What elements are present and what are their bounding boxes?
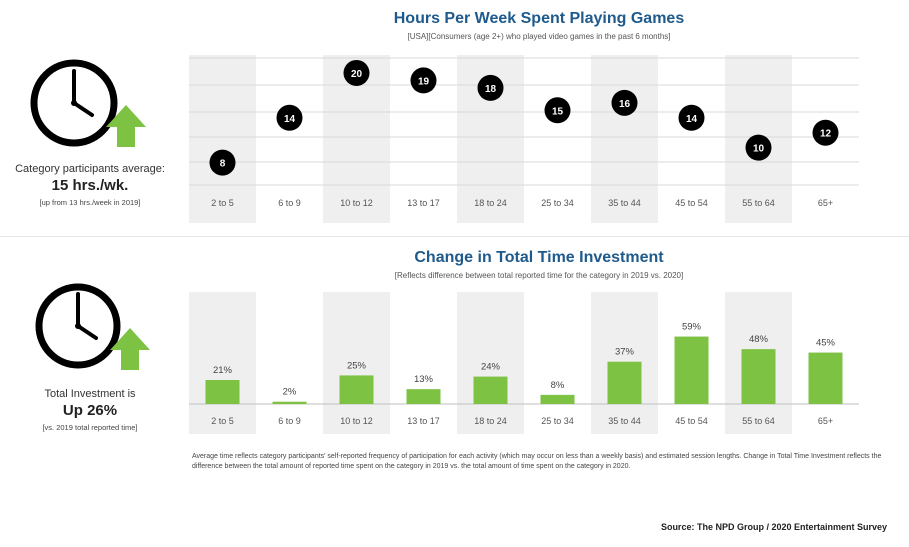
x-tick-label: 55 to 64 <box>742 198 775 208</box>
x-tick-label: 65+ <box>818 198 833 208</box>
bar-value-label: 2% <box>283 387 297 398</box>
data-label: 14 <box>686 114 698 125</box>
x-tick-label: 18 to 24 <box>474 198 507 208</box>
data-label: 18 <box>485 84 497 95</box>
data-label: 14 <box>284 114 296 125</box>
avg-hours-panel: Category participants average: 15 hrs./w… <box>0 163 180 207</box>
x-tick-label: 18 to 24 <box>474 416 507 426</box>
clock-icon <box>35 283 121 369</box>
data-point <box>209 149 236 176</box>
chart1-subtitle: [USA][Consumers (age 2+) who played vide… <box>407 32 671 41</box>
clock-icon-top <box>30 59 146 147</box>
x-tick-label: 65+ <box>818 416 833 426</box>
x-tick-label: 2 to 5 <box>211 198 234 208</box>
x-tick-label: 6 to 9 <box>278 416 301 426</box>
bar <box>540 394 575 404</box>
up-arrow-icon <box>106 105 146 147</box>
data-point <box>410 67 437 94</box>
x-tick-label: 13 to 17 <box>407 198 440 208</box>
x-tick-label: 55 to 64 <box>742 416 775 426</box>
bar <box>674 336 709 404</box>
x-tick-label: 25 to 34 <box>541 198 574 208</box>
x-tick-label: 2 to 5 <box>211 416 234 426</box>
chart2-subtitle: [Reflects difference between total repor… <box>394 271 684 280</box>
bar-value-label: 37% <box>615 347 635 358</box>
chart1-title: Hours Per Week Spent Playing Games <box>393 10 685 27</box>
data-point <box>343 59 370 86</box>
data-label: 19 <box>418 76 430 87</box>
bar <box>607 361 642 404</box>
bar <box>741 349 776 404</box>
data-point <box>611 89 638 116</box>
data-label: 12 <box>820 129 832 140</box>
hours-per-week-chart: 8 2 to 5 14 6 to 9 20 10 to 12 19 13 to 17 18 18 … <box>189 55 859 223</box>
chart2-title: Change in Total Time Investment <box>414 249 664 266</box>
x-tick-label: 10 to 12 <box>340 416 373 426</box>
bar <box>808 352 843 404</box>
data-label: 10 <box>753 144 765 155</box>
footnote: Average time reflects category participa… <box>192 453 882 470</box>
column-shade <box>457 292 524 434</box>
x-tick-label: 45 to 54 <box>675 416 708 426</box>
x-tick-label: 35 to 44 <box>608 416 641 426</box>
column-shade <box>591 55 658 223</box>
bar-value-label: 13% <box>414 374 434 385</box>
clock-icon-bottom <box>35 283 150 370</box>
bar-value-label: 8% <box>551 380 565 391</box>
data-label: 16 <box>619 99 631 110</box>
x-tick-label: 6 to 9 <box>278 198 301 208</box>
bar-value-label: 59% <box>682 322 702 333</box>
total-investment-value: Up 26% <box>62 402 118 419</box>
bar-value-label: 48% <box>749 334 769 345</box>
x-tick-label: 45 to 54 <box>675 198 708 208</box>
bar-value-label: 45% <box>816 338 836 349</box>
x-tick-label: 13 to 17 <box>407 416 440 426</box>
bar-value-label: 24% <box>481 362 501 373</box>
data-point <box>678 104 705 131</box>
data-point <box>276 104 303 131</box>
total-investment-label: Total Investment is <box>44 388 136 400</box>
up-arrow-icon <box>110 328 150 370</box>
avg-hours-note: [up from 13 hrs./week in 2019] <box>39 198 141 207</box>
data-point <box>477 74 504 101</box>
column-shade <box>189 55 256 223</box>
data-point <box>745 134 772 161</box>
data-label: 15 <box>552 106 564 117</box>
section-divider <box>0 236 909 237</box>
bar-value-label: 21% <box>213 365 233 376</box>
avg-hours-label: Category participants average: <box>15 163 165 175</box>
column-shade <box>323 292 390 434</box>
source-credit: Source: The NPD Group / 2020 Entertainme… <box>660 522 887 532</box>
total-investment-panel: Total Investment is Up 26% [vs. 2019 tot… <box>0 388 180 432</box>
bar-value-label: 25% <box>347 360 367 371</box>
clock-icon <box>30 59 118 147</box>
avg-hours-value: 15 hrs./wk. <box>51 177 129 194</box>
x-tick-label: 35 to 44 <box>608 198 641 208</box>
data-point <box>544 97 571 124</box>
time-investment-chart: 21% 2 to 5 2% 6 to 9 25% 10 to 12 13% 13 to 17 2… <box>189 292 859 434</box>
column-shade <box>189 292 256 434</box>
data-label: 20 <box>351 69 363 80</box>
total-investment-note: [vs. 2019 total reported time] <box>42 423 138 432</box>
data-label: 8 <box>220 159 226 170</box>
bar <box>406 389 441 404</box>
bar <box>205 380 240 404</box>
bar <box>473 376 508 404</box>
bar <box>272 401 307 404</box>
x-tick-label: 10 to 12 <box>340 198 373 208</box>
data-point <box>812 119 839 146</box>
bar <box>339 375 374 404</box>
x-tick-label: 25 to 34 <box>541 416 574 426</box>
